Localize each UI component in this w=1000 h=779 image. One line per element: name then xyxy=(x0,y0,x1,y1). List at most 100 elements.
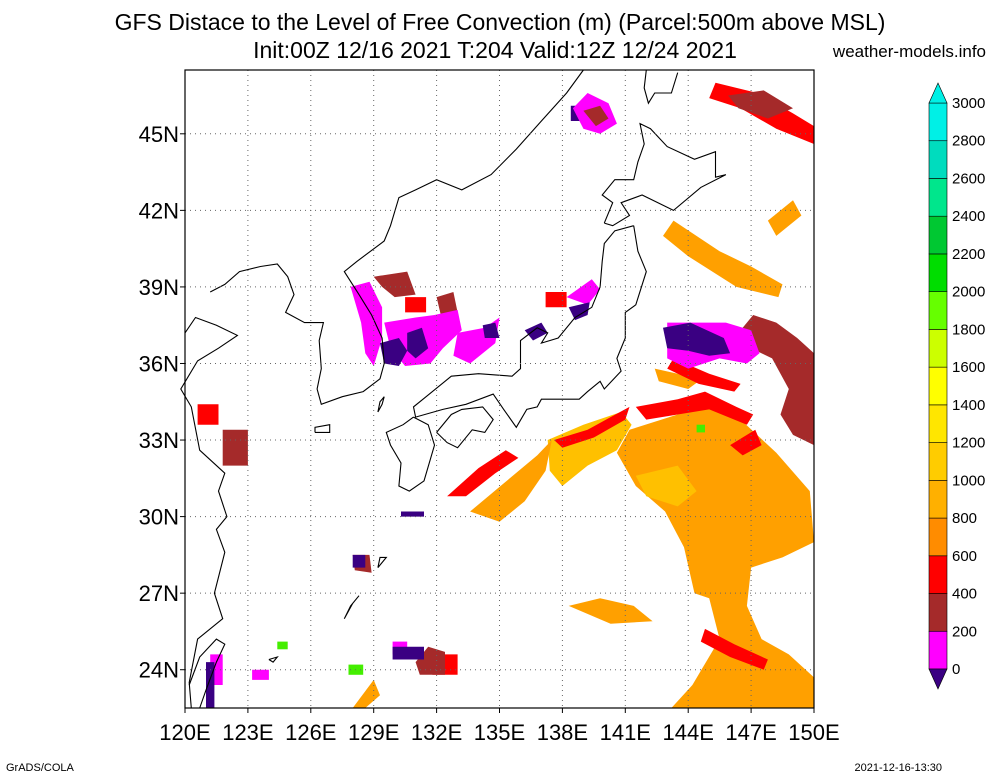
lfc-speck-green xyxy=(277,641,288,650)
lfc-region-purple-pacific xyxy=(663,322,731,356)
lon-tick-label: 120E xyxy=(159,720,210,745)
credit-label: weather-models.info xyxy=(832,42,986,61)
lfc-band-brown-kuril xyxy=(728,90,793,119)
coastline-layer xyxy=(180,69,727,709)
lfc-region-brown-east xyxy=(740,315,814,446)
colorbar-swatch xyxy=(928,517,948,557)
lfc-blob-magenta-yaeyama xyxy=(252,669,269,680)
lfc-blob-purple-kyushu xyxy=(401,511,424,517)
lfc-region-south-shikoku xyxy=(470,440,552,522)
lfc-blob-brown-sakhalin xyxy=(583,105,609,127)
lfc-band-red-pacific xyxy=(635,391,754,425)
lon-tick-label: 126E xyxy=(285,720,336,745)
coastline-sakhalin xyxy=(643,69,679,105)
coastline-china xyxy=(180,316,239,709)
lfc-speck-green xyxy=(696,424,705,433)
footer-timestamp: 2021-12-16-13:30 xyxy=(854,762,942,774)
triangle-up-icon xyxy=(928,82,948,104)
lfc-band-red-shikoku xyxy=(447,450,519,497)
colorbar-label: 800 xyxy=(952,510,977,527)
colorbar-label: 1800 xyxy=(952,321,985,338)
lon-tick-label: 150E xyxy=(788,720,839,745)
colorbar-swatch xyxy=(928,102,948,142)
colorbar-swatch xyxy=(928,253,948,292)
lfc-blob-brown-china xyxy=(222,429,248,466)
chart-subtitle: Init:00Z 12/16 2021 T:204 Valid:12Z 12/2… xyxy=(253,37,737,63)
coastline-taiwan xyxy=(188,638,226,709)
lfc-region-magenta-korea xyxy=(350,281,383,366)
colorbar-label: 200 xyxy=(952,623,977,640)
lon-tick-label: 147E xyxy=(725,720,776,745)
colorbar-swatch xyxy=(928,442,948,481)
coastline-hokkaido xyxy=(601,122,727,227)
lfc-blob-purple-ryukyu xyxy=(392,646,424,660)
lat-tick-label: 33N xyxy=(139,428,179,453)
lon-tick-label: 135E xyxy=(474,720,525,745)
lat-tick-label: 30N xyxy=(139,505,179,530)
coastline-korea-russia xyxy=(209,69,584,406)
colorbar-swatch xyxy=(928,140,948,179)
lon-tick-label: 129E xyxy=(348,720,399,745)
colorbar-label: 2600 xyxy=(952,170,985,187)
colorbar-label: 1400 xyxy=(952,397,985,414)
colorbar-swatch xyxy=(928,404,948,443)
lfc-region-purple-korea xyxy=(380,338,408,366)
lfc-blob-brown-korea xyxy=(373,271,416,298)
lfc-region-ogasawara xyxy=(568,598,653,624)
colorbar-swatch xyxy=(928,480,948,519)
colorbar-swatch xyxy=(928,291,948,330)
lfc-blob-purple-oki xyxy=(482,322,500,338)
colorbar-label: 2400 xyxy=(952,208,985,225)
lfc-blob-brown-japan-sea xyxy=(436,292,458,315)
coastline-okinawa xyxy=(343,595,360,619)
lfc-blob-red-korea-east xyxy=(405,297,427,313)
lfc-blob-purple-noto xyxy=(524,322,548,341)
colorbar-label: 600 xyxy=(952,548,977,565)
colorbar-label: 2800 xyxy=(952,133,985,150)
lon-tick-label: 144E xyxy=(663,720,714,745)
lat-tick-label: 27N xyxy=(139,581,179,606)
colorbar-label: 1600 xyxy=(952,359,985,376)
footer-software-label: GrADS/COLA xyxy=(6,762,74,774)
coastline-kyushu xyxy=(385,416,436,492)
lfc-region-boso-offshore xyxy=(654,368,699,389)
colorbar-label: 0 xyxy=(952,661,960,678)
lon-tick-label: 123E xyxy=(222,720,273,745)
lon-tick-label: 138E xyxy=(537,720,588,745)
lfc-blob-purple-niigata xyxy=(568,302,590,321)
lon-tick-label: 141E xyxy=(600,720,651,745)
colorbar-swatch xyxy=(928,555,948,594)
triangle-down-icon xyxy=(928,668,948,690)
lfc-blob-purple-taiwan xyxy=(206,662,215,708)
colorbar-swatch xyxy=(928,630,948,670)
lfc-blob-red-china xyxy=(197,404,219,425)
lfc-field-layer xyxy=(197,82,814,708)
coastline-tsushima xyxy=(377,396,385,413)
lfc-region-purple-japan-sea xyxy=(407,327,429,359)
coastline-jeju xyxy=(314,424,331,433)
colorbar-label: 2000 xyxy=(952,284,985,301)
colorbar-swatch xyxy=(928,178,948,217)
lat-tick-label: 36N xyxy=(139,351,179,376)
lfc-blob-magenta-tohoku xyxy=(566,279,601,305)
colorbar-label: 400 xyxy=(952,586,977,603)
lat-tick-label: 39N xyxy=(139,275,179,300)
coastline-amami xyxy=(377,556,388,568)
lfc-region-pacific-amber xyxy=(635,465,697,507)
axis-tick-labels: 120E 123E 126E 129E 132E 135E 138E 141E 144E 147E… xyxy=(139,122,840,745)
lfc-region-pacific xyxy=(616,399,814,708)
colorbar: 0 200 400 600 800 1000 1200 1400 1600 1800 2000 220… xyxy=(928,82,985,690)
lat-tick-label: 24N xyxy=(139,658,179,683)
lat-tick-label: 42N xyxy=(139,198,179,223)
lfc-blob-purple-amami xyxy=(352,554,366,568)
chart-title: GFS Distace to the Level of Free Convect… xyxy=(114,9,886,35)
colorbar-swatch xyxy=(928,593,948,632)
colorbar-swatch xyxy=(928,215,948,255)
colorbar-label: 1200 xyxy=(952,435,985,452)
colorbar-swatch xyxy=(928,366,948,406)
colorbar-label: 2200 xyxy=(952,246,985,263)
lon-tick-label: 132E xyxy=(411,720,462,745)
colorbar-label: 1000 xyxy=(952,472,985,489)
lfc-region-tohoku-offshore xyxy=(663,220,783,298)
lfc-band-red-izu xyxy=(554,406,630,448)
